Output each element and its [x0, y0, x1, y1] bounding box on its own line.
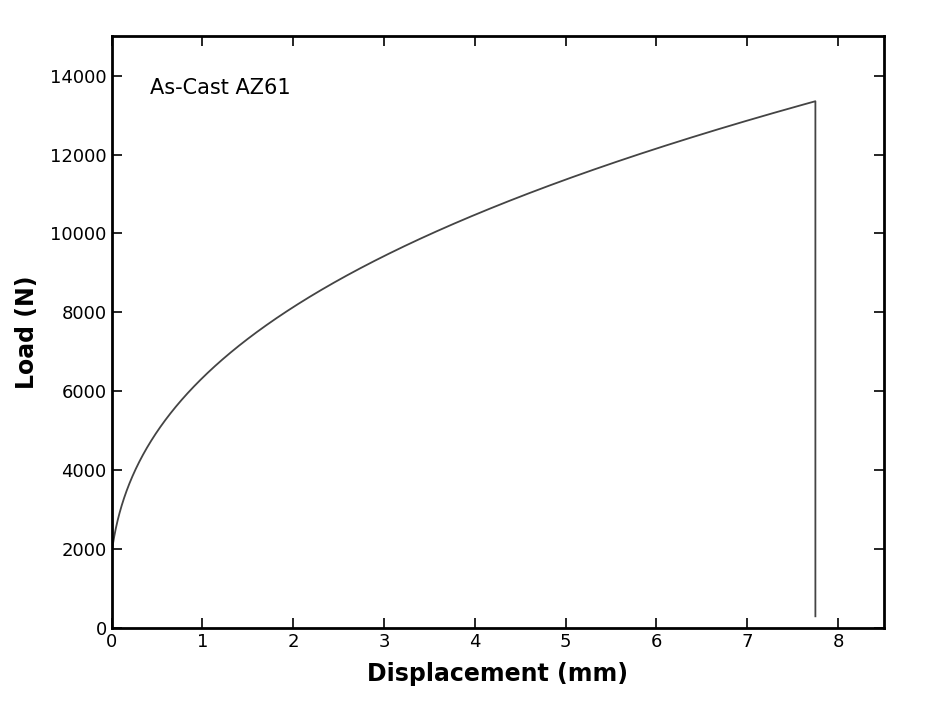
X-axis label: Displacement (mm): Displacement (mm) — [367, 662, 628, 686]
Text: As-Cast AZ61: As-Cast AZ61 — [150, 77, 291, 97]
Y-axis label: Load (N): Load (N) — [15, 275, 39, 389]
